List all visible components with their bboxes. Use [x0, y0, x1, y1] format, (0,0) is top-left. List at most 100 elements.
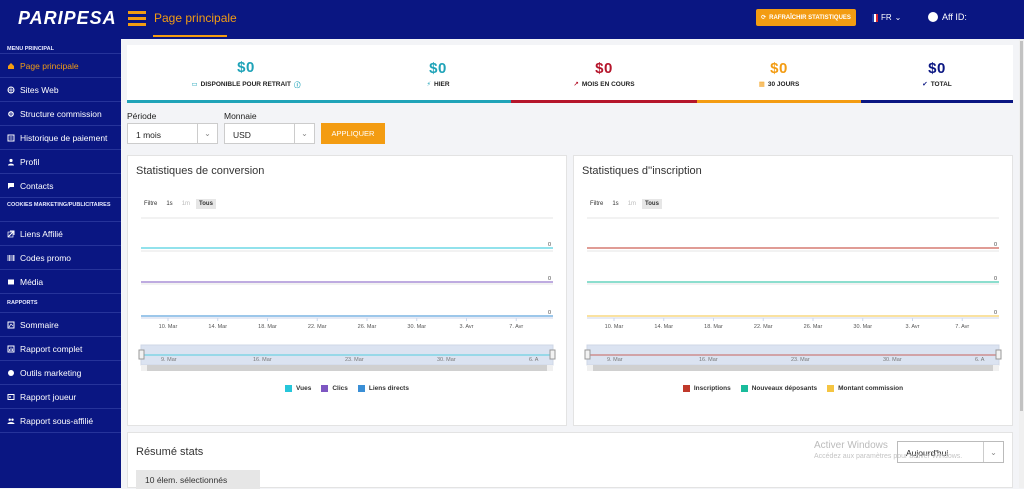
sidebar-item-label: Outils marketing	[20, 367, 82, 378]
period-dropdown[interactable]: Aujourd'hui ⌄	[897, 441, 1004, 463]
x-tick-label: 7. Avr	[955, 324, 969, 330]
refresh-stats-button[interactable]: ⟳ RAFRAÎCHIR STATISTIQUES	[756, 9, 856, 26]
legend-swatch	[321, 385, 329, 392]
sidebar-item-sites-web[interactable]: Sites Web	[0, 78, 121, 102]
main-content: $0 ▭ DISPONIBLE POUR RETRAIT ⓘ $0 ⚡ HIER $0 ↗ MOI…	[121, 39, 1019, 489]
chat-icon	[7, 182, 15, 190]
legend-item[interactable]: Nouveaux déposants	[740, 385, 818, 392]
navigator-handle-left[interactable]	[584, 349, 591, 360]
sidebar-item-label: Codes promo	[20, 252, 72, 263]
page-title-underline	[153, 35, 227, 37]
period-label: Période	[127, 111, 157, 121]
legend-label: Nouveaux déposants	[751, 385, 818, 392]
x-tick-label: 10. Mar	[159, 324, 178, 330]
range-button-1s[interactable]: 1s	[166, 201, 173, 207]
refresh-icon: ⟳	[761, 15, 767, 21]
sidebar-item-outils-marketing[interactable]: Outils marketing	[0, 361, 121, 385]
registration-stats-panel: Statistiques d''inscription Filtre 1s 1m Tou…	[573, 155, 1013, 426]
info-icon[interactable]: ⓘ	[293, 82, 301, 89]
sidebar-item-rapport-joueur[interactable]: Rapport joueur	[0, 385, 121, 409]
apply-button[interactable]: APPLIQUER	[321, 123, 385, 144]
navigator-tick-label: 9. Mar	[161, 357, 177, 363]
sidebar-item-liens-affilie[interactable]: Liens Affilié	[0, 222, 121, 246]
sidebar-item-page-principale[interactable]: Page principale	[0, 54, 121, 78]
legend-swatch	[740, 385, 748, 392]
range-button-1m[interactable]: 1m	[627, 201, 637, 207]
trend-icon: ↗	[573, 81, 579, 88]
sidebar-item-contacts[interactable]: Contacts	[0, 174, 121, 198]
legend-item[interactable]: Vues	[285, 385, 311, 392]
user-icon	[7, 158, 15, 166]
sidebar-item-codes-promo[interactable]: Codes promo	[0, 246, 121, 270]
bolt-icon: ⚡	[426, 81, 432, 88]
range-button-Tous[interactable]: Tous	[642, 199, 662, 209]
stat-label-text: 30 JOURS	[767, 80, 800, 88]
legend-item[interactable]: Inscriptions	[682, 385, 731, 392]
navigator-scrollbar-thumb[interactable]	[147, 365, 547, 371]
users-icon	[7, 417, 15, 425]
top-bar: PARIPESA Page principale ⟳ RAFRAÎCHIR STA…	[0, 0, 1024, 39]
sidebar-item-media[interactable]: Média	[0, 270, 121, 294]
x-tick-label: 3. Avr	[906, 324, 920, 330]
navigator-handle-right[interactable]	[549, 349, 556, 360]
sidebar-item-rapport-sous-affilie[interactable]: Rapport sous-affilié	[0, 409, 121, 433]
hamburger-menu-icon[interactable]	[128, 11, 146, 27]
sidebar-item-historique-de-paiement[interactable]: Historique de paiement	[0, 126, 121, 150]
sidebar-item-rapport-complet[interactable]: Rapport complet	[0, 337, 121, 361]
sidebar-item-structure-commission[interactable]: Structure commission	[0, 102, 121, 126]
language-label: FR	[881, 13, 892, 22]
sidebar-item-sommaire[interactable]: Sommaire	[0, 313, 121, 337]
line-chart: 0 0 0 10. Mar 14. Mar 18. Mar 22. Mar 26. Mar 30…	[584, 217, 1002, 371]
palette-icon	[7, 369, 15, 377]
navigator-tick-label: 16. Mar	[699, 357, 718, 363]
stat-value: $0	[237, 59, 255, 76]
x-tick-label: 3. Avr	[460, 324, 474, 330]
chevron-down-icon: ⌄	[294, 124, 314, 143]
period-select[interactable]: 1 mois ⌄	[127, 123, 218, 144]
period-value: 1 mois	[136, 130, 162, 140]
sidebar-section-main: MENU PRINCIPAL	[0, 39, 121, 54]
stat-label-text: MOIS EN COURS	[581, 80, 635, 88]
stat-value: $0	[429, 60, 447, 77]
x-tick-label: 22. Mar	[754, 324, 773, 330]
chart-title: Statistiques de conversion	[136, 165, 265, 177]
sidebar-item-profil[interactable]: Profil	[0, 150, 121, 174]
x-tick-label: 14. Mar	[208, 324, 227, 330]
filter-label: Filtre	[590, 201, 604, 207]
conversion-stats-panel: Statistiques de conversion Filtre 1s 1m Tous…	[127, 155, 567, 426]
sidebar-section-marketing: COOKIES MARKETING/PUBLICITAIRES	[0, 198, 121, 222]
columns-select[interactable]: 10 élem. sélectionnés	[136, 470, 260, 489]
user-icon	[928, 12, 938, 22]
aff-id-label: Aff ID:	[942, 12, 967, 22]
currency-select[interactable]: USD ⌄	[224, 123, 315, 144]
navigator-handle-left[interactable]	[138, 349, 145, 360]
legend-item[interactable]: Montant commission	[827, 385, 903, 392]
barcode-icon	[7, 254, 15, 262]
x-tick-label: 22. Mar	[308, 324, 327, 330]
range-button-Tous[interactable]: Tous	[196, 199, 216, 209]
legend-item[interactable]: Clics	[321, 385, 348, 392]
axis-tick-label: 0	[548, 310, 551, 316]
legend-item[interactable]: Liens directs	[357, 385, 409, 392]
chart-title: Statistiques d''inscription	[582, 165, 702, 177]
navigator-scrollbar-thumb[interactable]	[593, 365, 993, 371]
legend-label: Liens directs	[368, 385, 409, 392]
sidebar-section-reports: RAPPORTS	[0, 294, 121, 313]
sidebar-item-label: Média	[20, 276, 44, 287]
chart-icon	[7, 345, 15, 353]
navigator-tick-label: 9. Mar	[607, 357, 623, 363]
stat-label: ✔ TOTAL	[922, 80, 952, 89]
stat-card-4: $0 ✔ TOTAL	[861, 45, 1013, 103]
chart-legend: Vues Clics Liens directs	[128, 385, 566, 392]
range-button-1s[interactable]: 1s	[612, 201, 619, 207]
language-selector[interactable]: FR ⌄	[872, 13, 901, 22]
account-menu[interactable]: Aff ID:	[928, 12, 967, 22]
x-tick-label: 26. Mar	[358, 324, 377, 330]
range-button-1m[interactable]: 1m	[181, 201, 191, 207]
navigator-handle-right[interactable]	[995, 349, 1002, 360]
stat-accent-bar	[511, 100, 697, 103]
scrollbar-thumb[interactable]	[1020, 41, 1023, 411]
page-scrollbar[interactable]	[1019, 39, 1024, 488]
stat-card-1: $0 ⚡ HIER	[365, 45, 511, 103]
sidebar-item-label: Rapport joueur	[20, 391, 77, 402]
